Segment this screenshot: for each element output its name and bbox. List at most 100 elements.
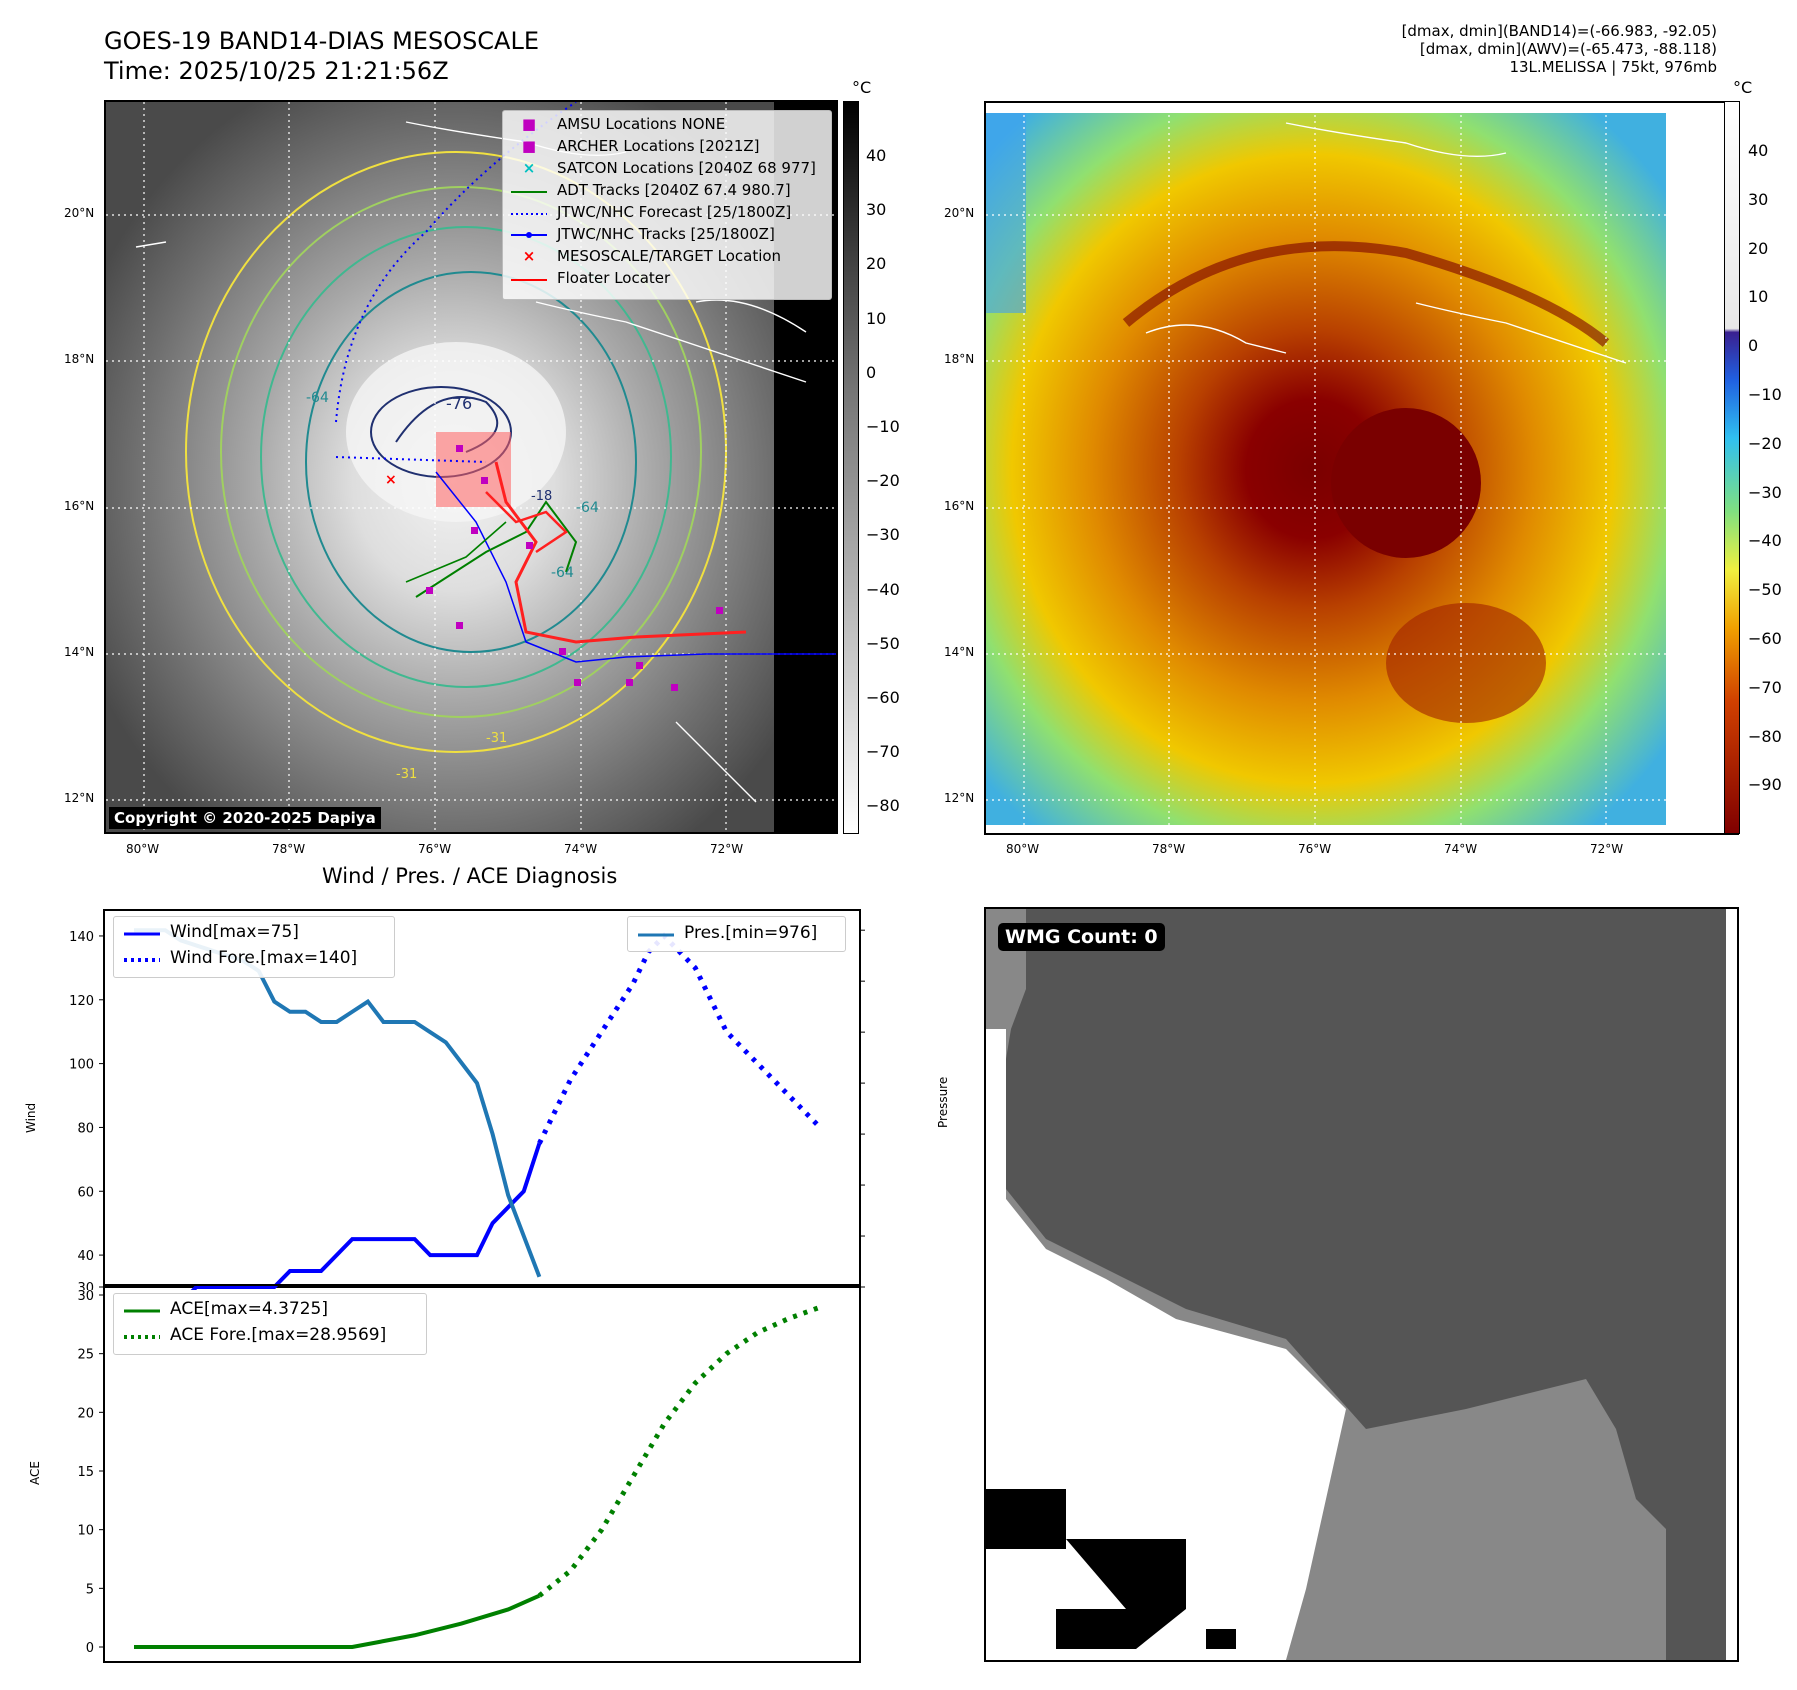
legend-item-satcon: × SATCON Locations [2040Z 68 977] [509,157,816,179]
colorbar-tick-label: 30 [1748,189,1769,209]
ace-series-line-0 [134,1593,541,1649]
ace-tick-label: 25 [77,1348,94,1363]
storm-info: [dmax, dmin](BAND14)=(-66.983, -92.05) [… [1402,22,1717,76]
colorbar-tick-label: 10 [866,308,887,328]
legend-item-tracks: JTWC/NHC Tracks [25/1800Z] [509,223,775,245]
legend-item-ace: ACE[max=4.3725] [122,1298,328,1320]
colorbar-tick-label: 20 [866,254,887,274]
lon-label: 80°W [1006,842,1040,856]
wmg-panel: WMG Count: 0 [984,907,1739,1662]
ace-tick-label: 15 [77,1465,94,1480]
square-marker-icon: ■ [521,137,537,155]
map-legend: ■ AMSU Locations NONE ■ ARCHER Locations [… [502,110,832,300]
dotted-line-icon [509,203,549,221]
lon-label: 74°W [1444,842,1478,856]
contour-label: -31 [396,767,417,782]
wind-tick-label: 120 [69,994,94,1009]
ace-tick-label: 10 [77,1524,94,1539]
colorbar-tick-label: −30 [1748,482,1782,502]
colorbar-tick-label: 40 [866,146,887,165]
lat-label: 20°N [64,206,95,220]
ace-tick-label: 5 [86,1582,94,1597]
product-title: GOES-19 BAND14-DIAS MESOSCALE Time: 2025… [104,26,539,86]
lat-label: 12°N [944,791,975,805]
wmg-grid [986,909,1737,1660]
storm-intensity: 13L.MELISSA | 75kt, 976mb [1509,58,1717,76]
solid-line-icon [122,1299,162,1319]
wind-tick-label: 80 [77,1121,94,1136]
colorbar-unit: °C [852,78,872,97]
lat-label: 18°N [944,352,975,366]
pressure-legend: Pres.[min=976] [627,916,846,952]
lat-label: 12°N [64,791,95,805]
colorbar-tick-label: −20 [866,471,900,491]
wind-pressure-chart: 1401201008060403010101005100099599098598… [69,909,865,1290]
lat-label: 20°N [944,206,975,220]
legend-item-wind: Wind[max=75] [122,921,299,943]
wind-tick-label: 140 [69,930,94,945]
colorbar-tick-label: −10 [866,417,900,436]
colorbar-tick-label: −90 [1748,775,1782,795]
wind-legend: Wind[max=75] Wind Fore.[max=140] [113,916,395,978]
title-time: Time: 2025/10/25 21:21:56Z [104,57,449,85]
ir-color-map [984,101,1739,835]
wind-tick-label: 40 [77,1249,94,1264]
colorbar-tick-label: 40 [1748,141,1769,160]
colorbar-tick-label: −50 [1748,580,1782,600]
svg-text:×: × [385,472,397,488]
colorbar-tick-label: −20 [1748,433,1782,453]
contour-label: -18 [531,489,552,504]
colorbar-tick-label: −70 [866,742,900,762]
wind-tick-label: 100 [69,1058,94,1073]
legend-item-pressure: Pres.[min=976] [636,922,817,944]
lon-label: 72°W [1590,842,1624,856]
solid-line-icon [509,181,549,199]
dot-line-icon [509,225,549,243]
ace-tick-label: 0 [86,1641,94,1656]
colorbar-tick-label: −10 [1748,385,1782,404]
colorbar-tick-label: −60 [1748,629,1782,648]
ace-legend: ACE[max=4.3725] ACE Fore.[max=28.9569] [113,1293,427,1355]
contour-label: -76 [446,394,472,413]
legend-item-wind-forecast: Wind Fore.[max=140] [122,947,357,969]
series-line-2 [134,928,542,1278]
series-line-1 [537,932,822,1145]
lat-label: 18°N [64,352,95,366]
band14-range: [dmax, dmin](BAND14)=(-66.983, -92.05) [1401,22,1717,40]
ace-series-line-1 [537,1304,821,1598]
wind-plot-frame [103,909,861,1288]
grayscale-colorbar [843,101,859,834]
pressure-axis-label: Pressure [936,1076,950,1128]
color-colorbar [1724,101,1740,834]
lat-label: 14°N [944,645,975,659]
ace-chart: 30 25 20 15 10 5 0 [77,1284,861,1663]
dotted-line-icon [122,1325,162,1345]
ace-plot-frame [103,1284,861,1663]
lon-label: 72°W [710,842,744,856]
colorbar-tick-label: 0 [1748,336,1759,356]
awv-range: [dmax, dmin](AWV)=(-65.473, -88.118) [1419,40,1717,58]
colorbar-tick-label: −60 [866,688,900,707]
colorbar-tick-label: −30 [866,525,900,545]
lon-label: 74°W [564,842,598,856]
ace-tick-label: 30 [77,1289,94,1304]
legend-item-archer: ■ ARCHER Locations [2021Z] [509,135,760,157]
colorbar-tick-label: −40 [1748,531,1782,551]
copyright-label: Copyright © 2020-2025 Dapiya [109,807,381,829]
lon-label: 78°W [1152,842,1186,856]
colorbar-tick-label: −80 [1748,726,1782,746]
colorbar-tick-label: 30 [866,200,887,220]
legend-item-forecast: JTWC/NHC Forecast [25/1800Z] [509,201,791,223]
lon-label: 78°W [272,842,306,856]
legend-item-target: × MESOSCALE/TARGET Location [509,245,781,267]
colorbar-unit: °C [1733,78,1753,97]
contour-label: -31 [486,731,507,746]
colorbar-tick-label: 20 [1748,238,1769,258]
contour-label: -64 [551,565,574,581]
legend-item-amsu: ■ AMSU Locations NONE [509,113,725,135]
contour-label: -64 [306,390,329,406]
colorbar-tick-label: −50 [866,633,900,653]
lon-label: 80°W [126,842,160,856]
wind-tick-label: 30 [77,1281,94,1290]
wind-tick-label: 60 [77,1185,94,1200]
